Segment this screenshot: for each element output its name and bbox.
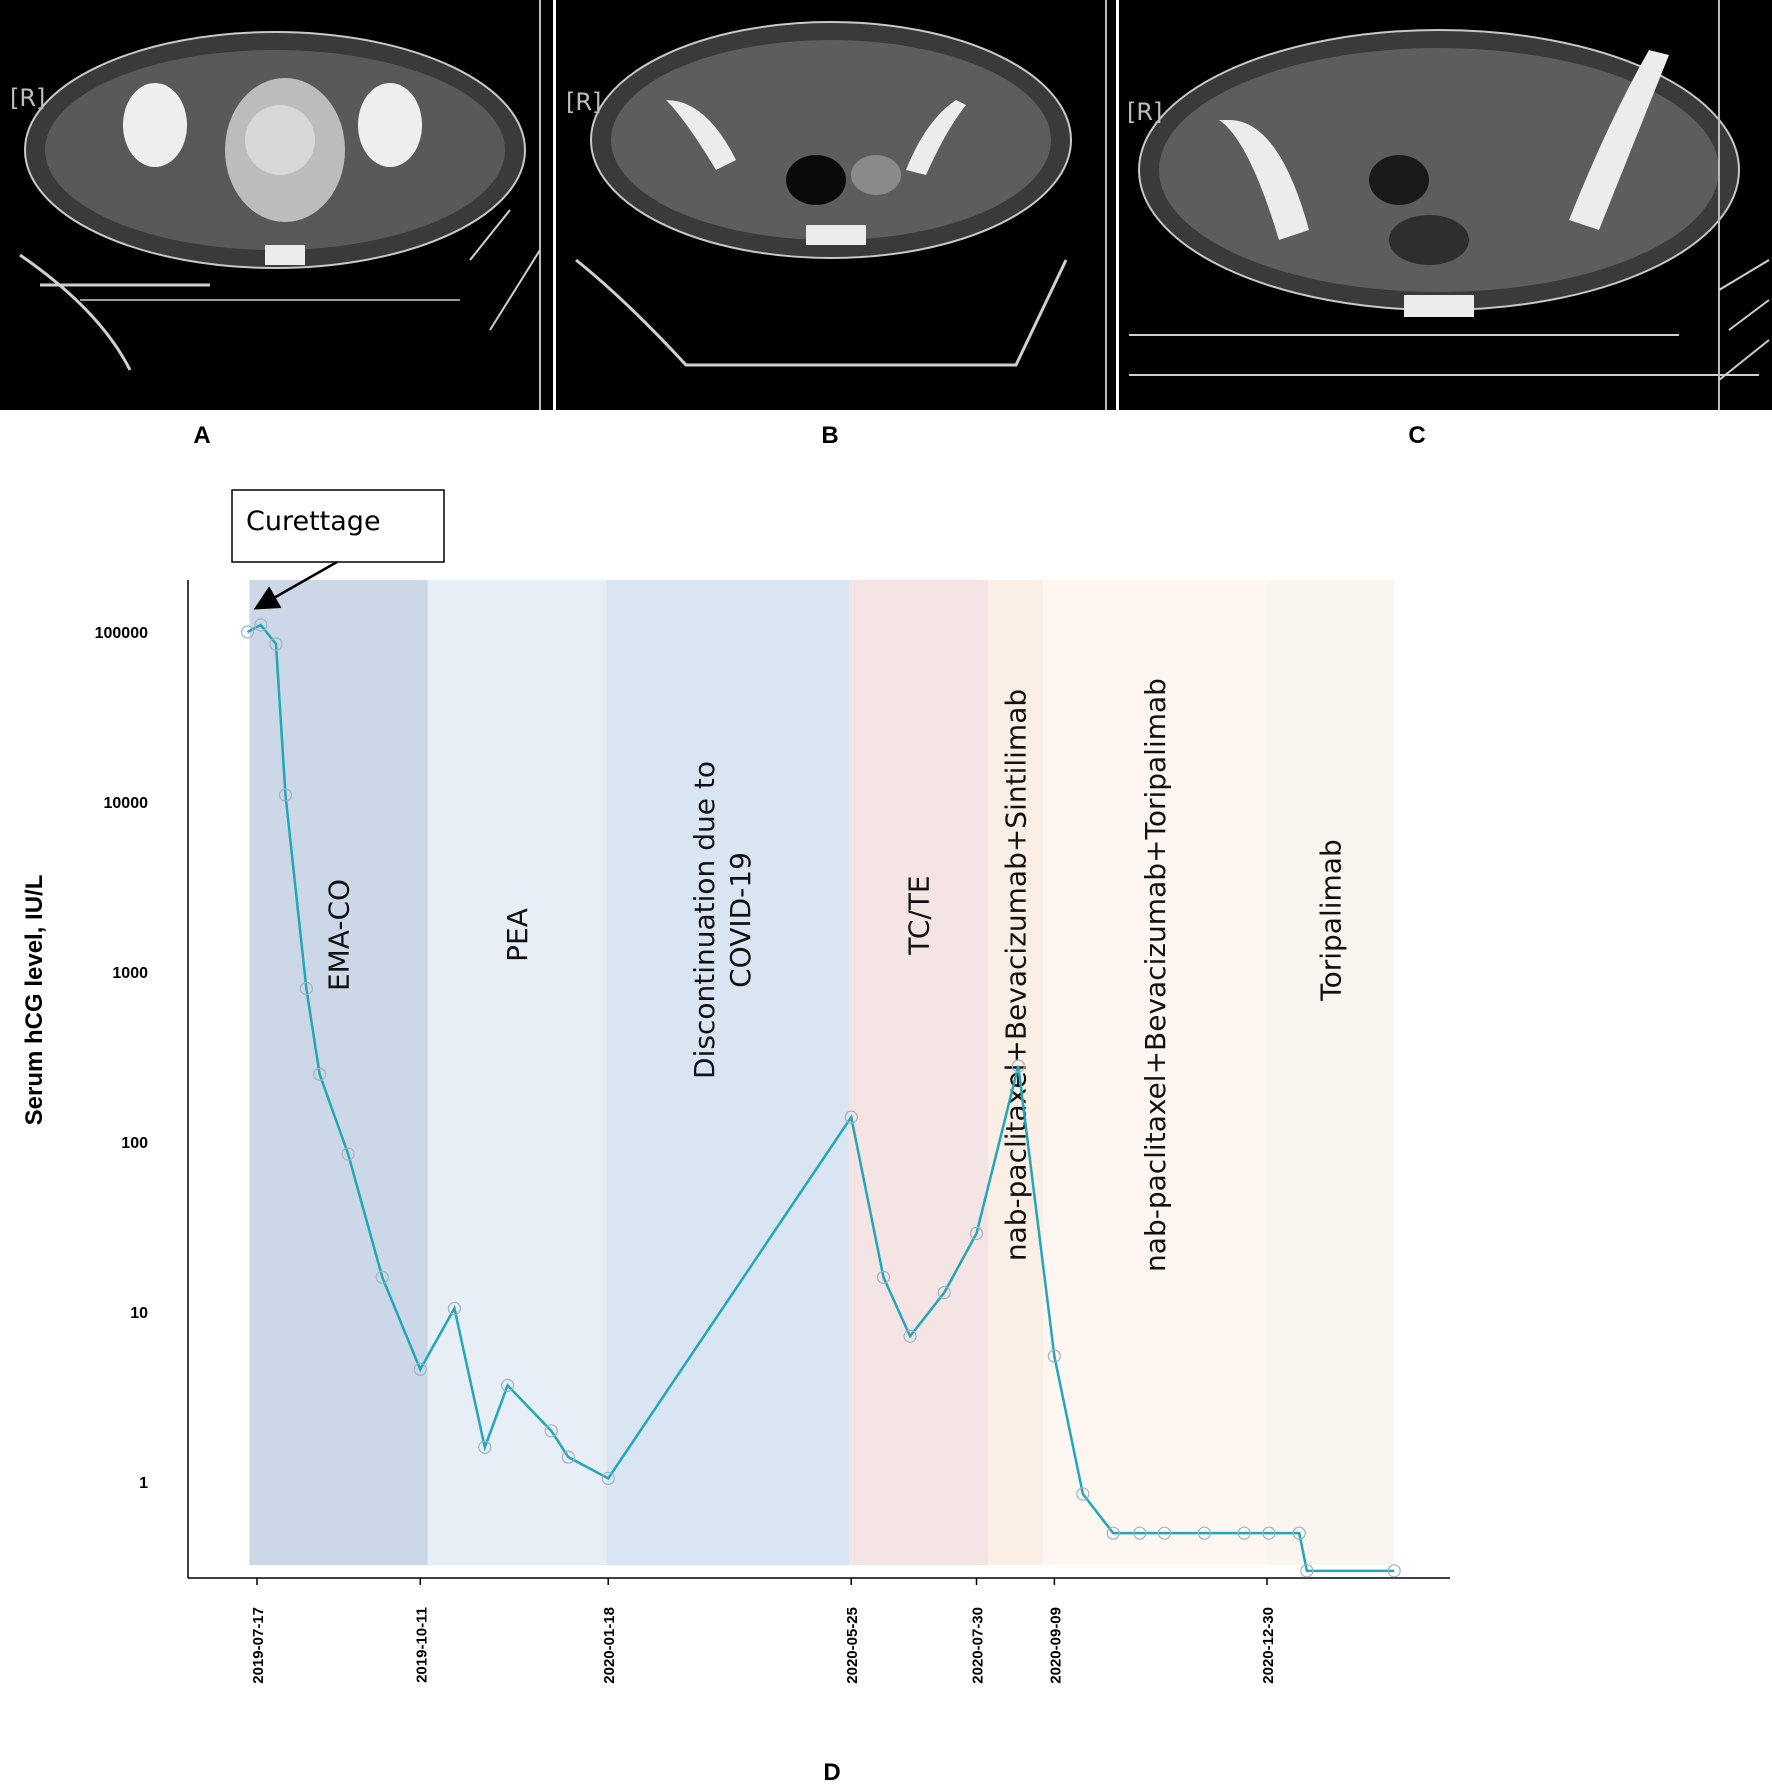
hcg-point-17: [903, 1329, 917, 1343]
phase-band-3: [849, 580, 988, 1565]
phase-bands: EMA-CO PEA Discontinuation due to COVID-19 T…: [249, 580, 1395, 1565]
y-tick-label-2: 100: [121, 1135, 148, 1152]
x-tick-label-2: 2020-01-18: [601, 1607, 618, 1684]
hcg-point-1: [254, 618, 268, 632]
phase-label-group-5: nab-paclitaxel+Bevacizumab+Toripalimab: [1139, 678, 1172, 1272]
annotation-group: Curettage: [231, 489, 445, 610]
hcg-point-3: [278, 788, 293, 802]
annotation-box: [231, 489, 445, 563]
axes: 1 10 100 1000 10000 100000 2019-07-17 2019-10-1…: [21, 580, 1450, 1684]
phase-band-5: [1042, 580, 1267, 1565]
hcg-point-21: [1047, 1349, 1061, 1363]
hcg-point-6: [341, 1147, 355, 1161]
series: [240, 618, 1401, 1578]
hcg-point-0: [240, 625, 255, 639]
orientation-marker-c: [R]: [1127, 98, 1163, 126]
hcg-point-28: [1262, 1526, 1276, 1540]
phase-label-2: Discontinuation due to: [688, 761, 721, 1079]
hcg-point-8: [413, 1362, 427, 1376]
y-tick-label-1: 10: [130, 1305, 148, 1322]
phase-band-1: [427, 580, 607, 1565]
hcg-point-7: [375, 1270, 389, 1284]
x-tick-label-6: 2020-12-30: [1260, 1607, 1277, 1684]
hcg-point-12: [544, 1424, 558, 1438]
x-tick-label-4: 2020-07-30: [970, 1607, 987, 1684]
phase-label-3: TC/TE: [903, 875, 936, 955]
phase-band-0: [249, 580, 428, 1565]
y-tick-label-5: 100000: [95, 625, 148, 642]
panel-label-b: B: [821, 422, 839, 449]
hcg-point-18: [937, 1286, 951, 1300]
hcg-point-23: [1106, 1526, 1120, 1540]
ct-panel-a: [R]: [0, 0, 553, 410]
x-tick-label-1: 2019-10-11: [413, 1607, 430, 1683]
hcg-point-19: [969, 1226, 984, 1240]
ct-panel-b: [R]: [556, 0, 1116, 410]
hcg-point-31: [1387, 1564, 1401, 1578]
hcg-point-14: [601, 1471, 615, 1485]
hcg-point-20: [1011, 1059, 1025, 1073]
y-axis-title: Serum hCG level, IU/L: [21, 875, 48, 1126]
orientation-marker-b: [R]: [566, 88, 602, 116]
hcg-point-15: [844, 1110, 858, 1124]
ct-image-a: [19, 0, 541, 410]
hcg-point-4: [299, 981, 313, 996]
phase-label-group-1: PEA: [501, 908, 534, 962]
phase-label-6: Toripalimab: [1315, 839, 1348, 1001]
y-tick-label-0: 1: [139, 1475, 148, 1492]
phase-label-group-3: TC/TE: [903, 875, 936, 955]
y-tick-label-3: 1000: [112, 965, 148, 982]
x-tick-label-5: 2020-09-09: [1047, 1607, 1064, 1684]
hcg-point-29: [1292, 1526, 1306, 1540]
phase-label-group-0: EMA-CO: [323, 879, 356, 991]
ct-image-c: [1129, 0, 1770, 410]
hcg-point-5: [313, 1067, 327, 1081]
phase-label-1: PEA: [501, 908, 534, 962]
phase-label-5: nab-paclitaxel+Bevacizumab+Toripalimab: [1139, 678, 1172, 1272]
hcg-point-10: [478, 1440, 492, 1454]
phase-label-4: nab-paclitaxel+Bevacizumab+Sintilimab: [999, 689, 1032, 1261]
hcg-point-25: [1157, 1526, 1172, 1540]
phase-label-group-4: nab-paclitaxel+Bevacizumab+Sintilimab: [999, 689, 1032, 1261]
hcg-point-27: [1237, 1526, 1251, 1540]
hcg-point-26: [1197, 1526, 1211, 1540]
hcg-point-16: [876, 1270, 891, 1284]
hcg-chart: EMA-CO PEA Discontinuation due to COVID-19 T…: [21, 489, 1450, 1786]
ct-panel-c: [R]: [1119, 0, 1772, 410]
hcg-point-30: [1300, 1564, 1314, 1578]
phase-label-0: EMA-CO: [323, 879, 356, 991]
ct-image-b: [575, 0, 1107, 410]
annotation-text: Curettage: [246, 506, 381, 537]
hcg-point-9: [447, 1301, 462, 1315]
phase-label-group-6: Toripalimab: [1315, 839, 1348, 1001]
hcg-point-11: [501, 1378, 515, 1393]
y-tick-label-4: 10000: [104, 795, 149, 812]
phase-label-2-line2: COVID-19: [724, 852, 757, 988]
phase-label-group-2: Discontinuation due to COVID-19: [688, 761, 757, 1079]
hcg-point-22: [1076, 1487, 1090, 1501]
panel-label-a: A: [193, 422, 211, 449]
phase-band-2: [606, 580, 850, 1565]
panel-label-c: C: [1408, 422, 1426, 449]
hcg-point-13: [561, 1450, 575, 1464]
hcg-point-2: [269, 637, 283, 651]
x-tick-label-0: 2019-07-17: [250, 1607, 267, 1684]
x-tick-label-3: 2020-05-25: [844, 1607, 861, 1684]
phase-band-6: [1267, 580, 1395, 1565]
annotation-arrow: [253, 560, 338, 610]
hcg-point-24: [1133, 1526, 1147, 1540]
orientation-marker-a: [R]: [10, 84, 46, 112]
hcg-line: [246, 623, 1395, 1573]
panel-label-d: D: [823, 1759, 840, 1786]
